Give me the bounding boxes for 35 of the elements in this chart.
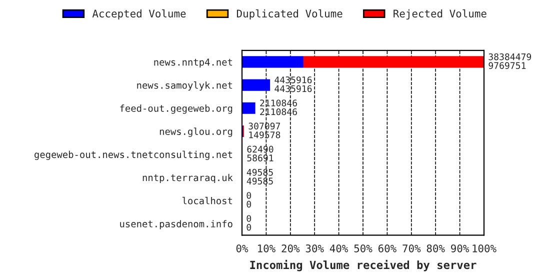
x-tick-label: 20% (282, 244, 300, 252)
annotation: 38384479 9769751 (488, 53, 532, 69)
y-tick-label: usenet.pasdenom.info (120, 220, 232, 230)
annotation: 307097 149578 (248, 122, 280, 138)
x-tick-label: 10% (258, 244, 276, 252)
bar (242, 56, 304, 68)
y-tick-label: nntp.terraraq.uk (142, 174, 233, 184)
x-tick-label: 70% (402, 244, 421, 252)
x-tick-label: 50% (354, 244, 372, 252)
legend-label: Duplicated Volume (236, 9, 342, 20)
bar (303, 56, 484, 68)
legend-label: Accepted Volume (92, 9, 186, 20)
bar (242, 79, 270, 91)
x-axis-title: Incoming Volume received by server (250, 260, 476, 272)
annotation: 2110846 2110846 (260, 100, 297, 116)
x-tick-label: 80% (426, 244, 445, 252)
legend-label: Rejected Volume (394, 9, 486, 20)
annotation: 0 0 (246, 215, 252, 231)
y-tick-label: news.samoylyk.net (137, 81, 232, 91)
y-tick-label: news.nntp4.net (154, 58, 232, 68)
x-tick-label: 90% (451, 244, 470, 252)
annotation: 0 0 (246, 192, 252, 208)
y-tick-label: localhost (182, 196, 232, 204)
annotation: 49585 49585 (246, 168, 273, 184)
x-tick-label: 30% (306, 244, 324, 252)
x-tick-label: 0% (236, 244, 248, 252)
x-tick-label: 60% (378, 244, 396, 252)
y-tick-label: gegeweb-out.news.tnetconsulting.net (34, 150, 232, 160)
annotation: 62490 58691 (247, 146, 274, 162)
x-tick-label: 40% (330, 244, 348, 252)
x-tick-label: 100% (472, 244, 496, 252)
y-tick-label: news.glou.org (160, 128, 232, 137)
annotation: 4435916 4435916 (274, 76, 312, 92)
bar (242, 102, 256, 114)
y-tick-label: feed-out.gegeweb.org (120, 104, 232, 114)
